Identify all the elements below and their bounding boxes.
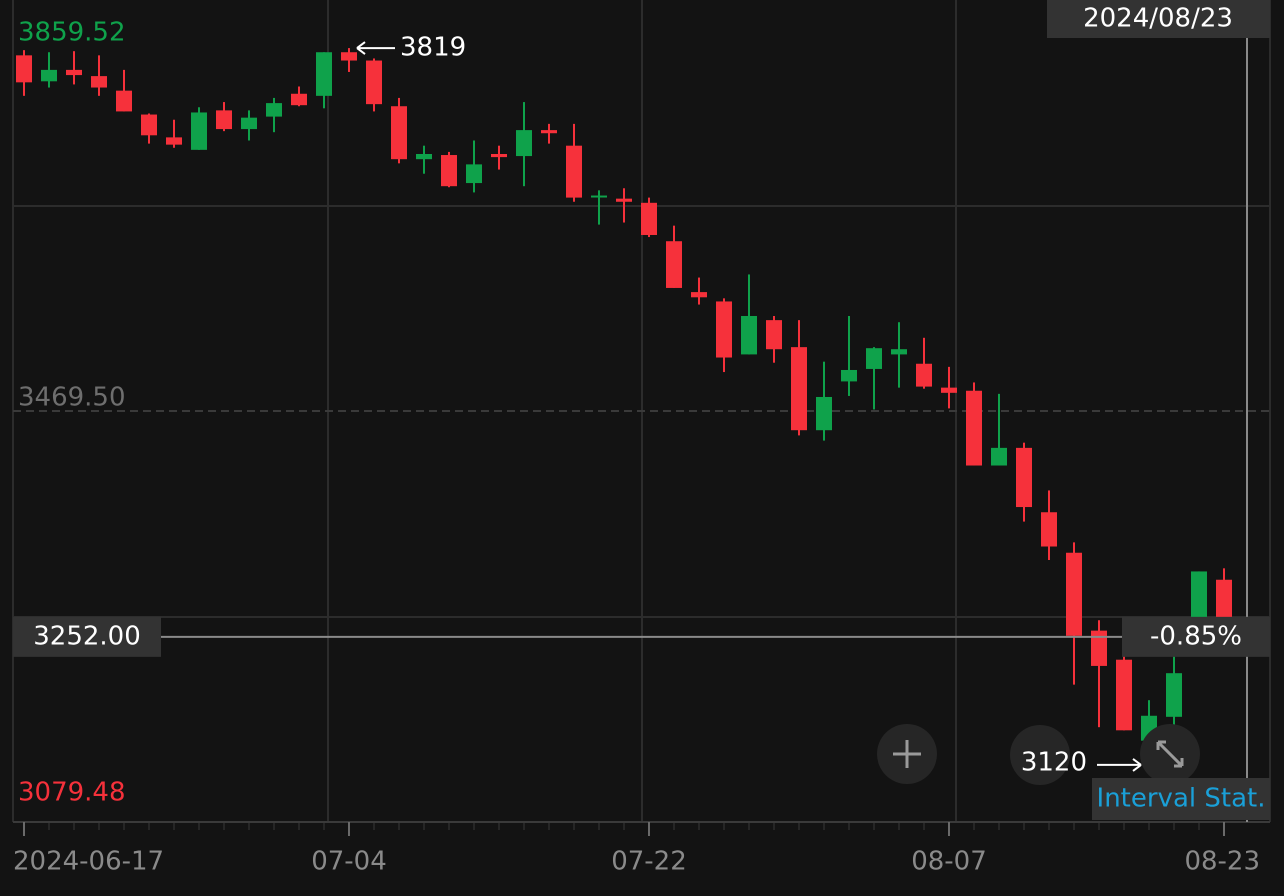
candle-body: [791, 347, 807, 431]
plus-icon: [893, 740, 921, 768]
expand-icon: [1156, 740, 1184, 768]
crosshair-change-box: [1122, 616, 1270, 657]
candle-body: [366, 60, 382, 105]
candle-body: [741, 315, 757, 355]
annotation-arrow: [356, 41, 395, 55]
candle-body: [116, 90, 132, 112]
candle-body: [991, 447, 1007, 466]
candle-body: [491, 153, 507, 158]
x-tick-label: 07-22: [611, 847, 687, 877]
candle-body: [616, 198, 632, 202]
x-tick-label: 07-04: [311, 847, 387, 877]
candle-body: [766, 320, 782, 350]
candle-body: [1041, 512, 1057, 547]
crosshair-date-box: [1047, 0, 1270, 38]
candle-body: [266, 103, 282, 117]
candle-body: [441, 155, 457, 187]
candle-body: [566, 145, 582, 198]
scroll-button[interactable]: [1010, 725, 1070, 785]
y-grid: [13, 410, 1270, 412]
x-tick-label: 08-07: [911, 847, 987, 877]
crosshair-change: -0.85%: [1150, 621, 1242, 651]
y-tick-label: 3469.50: [18, 383, 126, 413]
candle-body: [1016, 447, 1032, 508]
candle-body: [291, 93, 307, 106]
crosshair-value: 3252.00: [33, 621, 141, 651]
candle-body: [316, 52, 332, 96]
candle-body: [641, 202, 657, 235]
interval-button[interactable]: [1092, 778, 1270, 820]
candle-body: [541, 130, 557, 134]
candle-body: [16, 55, 32, 83]
candle-body: [891, 349, 907, 355]
crosshair-value-box: [13, 616, 161, 657]
candle-body: [1091, 630, 1107, 666]
candle-body: [341, 52, 357, 61]
candle-body: [966, 390, 982, 466]
candle-body: [866, 348, 882, 369]
candle-body: [1066, 552, 1082, 636]
candle-body: [241, 117, 257, 130]
candle-body: [841, 369, 857, 382]
overlay: 2024/08/23 Interval Stat. 3819 3120 3252.0…: [13, 0, 1270, 820]
candle-body: [466, 164, 482, 184]
candle-body: [91, 76, 107, 88]
candle-body: [1116, 659, 1132, 731]
x-tick-label: 08-23: [1184, 847, 1260, 877]
candle-body: [391, 106, 407, 160]
candle-body: [516, 130, 532, 157]
candle-body: [416, 153, 432, 160]
candle-body: [191, 112, 207, 150]
y-tick-label: 3079.48: [18, 778, 126, 808]
candle-body: [941, 387, 957, 393]
annotation-label: 3819: [400, 33, 466, 63]
candle-body: [591, 195, 607, 198]
candle-body: [166, 137, 182, 145]
candle-body: [66, 69, 82, 76]
candle-body: [716, 301, 732, 358]
annotation-label: 3120: [1021, 747, 1087, 777]
axes: 3859.52 3469.50 3079.48 2024-06-17 07-04 07-2…: [13, 18, 1260, 877]
candle-body: [216, 110, 232, 130]
crosshair-date: 2024/08/23: [1083, 4, 1233, 34]
candle-body: [1216, 579, 1232, 621]
y-tick-label: 3859.52: [18, 18, 126, 48]
annotation-arrow: [1097, 758, 1142, 772]
candle-body: [1166, 673, 1182, 717]
candle-body: [666, 241, 682, 288]
interval-label[interactable]: Interval Stat.: [1097, 784, 1266, 814]
candle-body: [691, 292, 707, 298]
candle-body: [141, 114, 157, 136]
candle-body: [816, 396, 832, 431]
candle-body: [916, 363, 932, 387]
x-tick-label: 2024-06-17: [13, 847, 164, 877]
candle-body: [41, 69, 57, 82]
